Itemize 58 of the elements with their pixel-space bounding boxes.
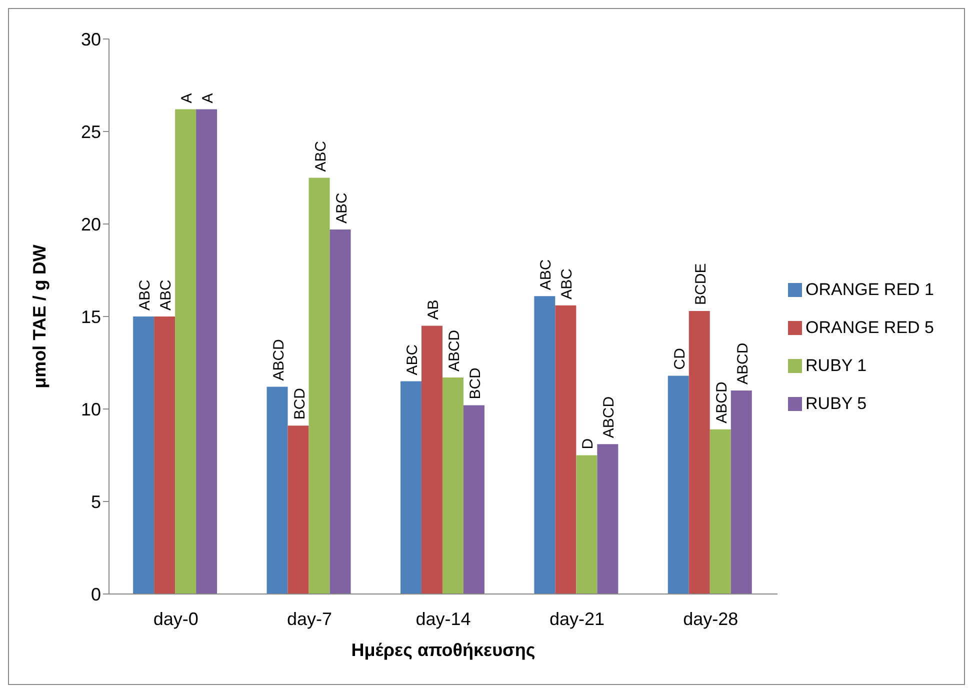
y-tick-label: 25: [80, 122, 101, 142]
bar: [442, 378, 464, 594]
legend-label: RUBY 5: [806, 394, 867, 412]
data-label: ABC: [333, 192, 350, 224]
bar: [576, 455, 598, 594]
bar: [555, 305, 576, 594]
bar: [668, 376, 689, 594]
data-label: ABCD: [713, 382, 730, 424]
y-tick-label: 20: [80, 214, 101, 234]
legend-label: ORANGE RED 5: [806, 318, 934, 336]
x-tick-label: day-21: [549, 608, 604, 629]
data-label: ABCD: [734, 342, 752, 384]
y-tick-label: 30: [80, 29, 101, 50]
y-tick-label: 10: [80, 399, 101, 420]
data-label: ABC: [404, 344, 421, 376]
data-label: ABCD: [600, 396, 618, 438]
data-label: ABC: [538, 259, 555, 290]
data-label: A: [200, 93, 217, 104]
legend-label: ORANGE RED 1: [806, 280, 934, 298]
data-label: ABC: [312, 140, 330, 172]
bar: [308, 178, 330, 594]
bar: [133, 316, 154, 594]
bar: [463, 405, 484, 594]
data-label: BCD: [466, 367, 484, 400]
bar: [710, 429, 731, 594]
data-label: ABCD: [446, 330, 463, 372]
x-tick-label: day-0: [153, 608, 198, 629]
bar: [154, 316, 176, 594]
bar: [288, 426, 309, 594]
bar: [534, 296, 556, 594]
legend-label: RUBY 1: [806, 356, 867, 374]
x-axis-title: Ημέρες αποθήκευσης: [351, 640, 536, 660]
bar: [175, 109, 196, 594]
x-tick-label: day-14: [416, 608, 471, 629]
data-label: AB: [424, 300, 442, 320]
data-label: BCDE: [692, 263, 710, 305]
x-tick-label: day-7: [287, 608, 332, 629]
y-axis-title: μmol TAE / g DW: [29, 244, 50, 388]
data-label: CD: [671, 348, 688, 370]
y-tick-label: 0: [90, 584, 101, 604]
data-label: A: [178, 93, 196, 104]
bar: [400, 381, 422, 594]
data-label: ABC: [136, 279, 154, 310]
y-tick-label: 15: [80, 306, 101, 327]
bar: [196, 109, 218, 594]
data-label: BCD: [291, 388, 308, 420]
bar: [421, 326, 442, 594]
bar: [597, 444, 618, 594]
y-tick-label: 5: [90, 492, 101, 512]
data-label: ABCD: [270, 338, 288, 381]
bar: [330, 230, 351, 594]
data-label: ABC: [558, 268, 576, 300]
data-label: D: [580, 438, 597, 450]
bar: [688, 310, 710, 594]
bar: [730, 390, 752, 594]
bar: [266, 386, 288, 594]
data-label: ABC: [158, 279, 175, 310]
x-tick-label: day-28: [683, 608, 738, 629]
